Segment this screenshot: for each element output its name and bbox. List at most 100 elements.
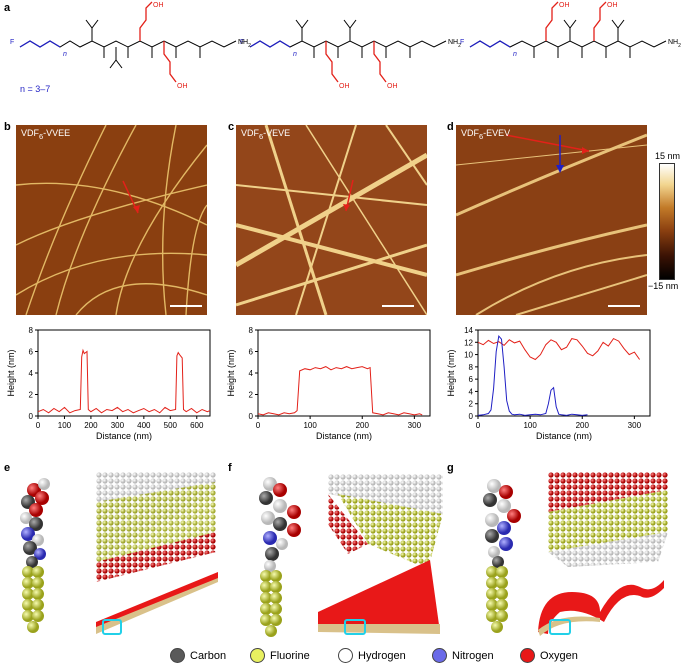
afm-fibers: [16, 125, 207, 315]
panel-label-b: b: [4, 121, 11, 133]
scale-bar: [382, 305, 414, 307]
height-profile-chart-evev: 0 100 200 300 0 2 4 6 8 10 12 14 Distance (nm) Height…: [446, 326, 651, 441]
x-tick-label: 500: [164, 421, 178, 430]
afm-label-evev: VDF6-EVEV: [461, 128, 511, 141]
plot-frame: [37, 329, 211, 417]
plot-frame: [257, 329, 431, 417]
legend-item-hydrogen: Hydrogen: [338, 648, 406, 663]
series-line-0: [477, 337, 641, 361]
height-profile-chart-vvee: 0 100 200 300 400 500 600 0 2 4 6 8 Distance (nm) Hei…: [6, 326, 211, 441]
y-tick-label: 0: [469, 412, 474, 421]
x-tick-label: 100: [303, 421, 317, 430]
afm-image-vvee: VDF6-VVEE: [16, 125, 207, 315]
n-subscript: n: [293, 51, 297, 58]
fluorine-label: F: [10, 39, 14, 46]
x-tick-label: 0: [256, 421, 261, 430]
y-tick-label: 2: [469, 400, 474, 409]
height-colorbar: [659, 163, 675, 280]
nitrogen-swatch-icon: [432, 648, 447, 663]
panel-label-c: c: [228, 121, 235, 133]
y-tick-label: 0: [249, 412, 254, 421]
n-subscript: n: [63, 51, 67, 58]
assembly-zoom-g: [548, 472, 668, 567]
y-tick-label: 2: [249, 391, 254, 400]
oxygen-swatch-icon: [520, 648, 535, 663]
panel-label-a: a: [4, 2, 11, 14]
scale-bar: [170, 305, 202, 307]
series-line-0: [257, 366, 423, 416]
y-tick-label: 14: [464, 326, 473, 335]
y-tick-label: 6: [29, 348, 34, 357]
fluorine-swatch-icon: [250, 648, 265, 663]
plot-frame: [477, 329, 651, 417]
afm-label-veve: VDF6-VEVE: [241, 128, 291, 141]
x-axis-label: Distance (nm): [96, 431, 152, 441]
x-tick-label: 0: [476, 421, 481, 430]
legend-item-fluorine: Fluorine: [250, 648, 310, 663]
y-tick-label: 4: [249, 369, 254, 378]
y-tick-label: 12: [464, 338, 473, 347]
ribbon-model-g: [538, 580, 664, 636]
x-axis-label: Distance (nm): [316, 431, 372, 441]
molecule-model-g: [483, 479, 521, 633]
x-tick-label: 300: [111, 421, 125, 430]
afm-fibers: [236, 125, 427, 315]
n-range-label: n = 3–7: [20, 84, 50, 94]
molecular-models: [20, 472, 668, 637]
x-tick-label: 0: [36, 421, 41, 430]
panel-label-e: e: [4, 462, 11, 474]
carbon-swatch-icon: [170, 648, 185, 663]
y-tick-label: 6: [249, 348, 254, 357]
x-tick-label: 200: [84, 421, 98, 430]
x-tick-label: 400: [137, 421, 151, 430]
nh2-label: NH2: [448, 39, 461, 49]
y-tick-label: 4: [469, 387, 474, 396]
y-tick-label: 6: [469, 375, 474, 384]
x-tick-label: 600: [190, 421, 204, 430]
panel-label-d: d: [447, 121, 454, 133]
n-subscript: n: [513, 51, 517, 58]
x-tick-label: 300: [408, 421, 422, 430]
ribbon-model-f: [318, 560, 440, 635]
ribbon-model-e: [96, 572, 218, 635]
x-tick-label: 300: [628, 421, 642, 430]
y-tick-label: 2: [29, 391, 34, 400]
colorbar-min-label: −15 nm: [648, 281, 679, 291]
oh-label: OH: [607, 2, 618, 9]
x-axis-label: Distance (nm): [536, 431, 592, 441]
series-line-0: [37, 348, 211, 414]
scale-bar: [608, 305, 640, 307]
y-axis-label: Height (nm): [226, 349, 236, 396]
oh-label: OH: [177, 83, 188, 90]
y-tick-label: 8: [29, 326, 34, 335]
fluorine-label: F: [460, 39, 464, 46]
panel-label-f: f: [228, 462, 232, 474]
x-tick-label: 100: [523, 421, 537, 430]
chemical-structures: F F F n n n n = 3–7 OH OH OH OH OH OH NH…: [10, 1, 681, 94]
x-tick-label: 200: [356, 421, 370, 430]
y-tick-label: 8: [249, 326, 254, 335]
molecule-model-e: [20, 478, 50, 633]
oh-label: OH: [559, 2, 570, 9]
oh-label: OH: [153, 2, 164, 9]
legend-item-carbon: Carbon: [170, 648, 226, 663]
molecule-model-f: [259, 477, 301, 637]
x-tick-label: 100: [58, 421, 72, 430]
hydrogen-swatch-icon: [338, 648, 353, 663]
legend-item-oxygen: Oxygen: [520, 648, 578, 663]
afm-fibers: [456, 133, 647, 315]
series-line-1: [477, 334, 588, 416]
assembly-zoom-e: [96, 472, 216, 582]
x-tick-label: 200: [576, 421, 590, 430]
panel-label-g: g: [447, 462, 454, 474]
y-tick-label: 10: [464, 351, 473, 360]
legend-item-nitrogen: Nitrogen: [432, 648, 494, 663]
colorbar-max-label: 15 nm: [655, 151, 681, 161]
y-axis-label: Height (nm): [446, 349, 456, 396]
y-tick-label: 4: [29, 369, 34, 378]
height-profile-chart-veve: 0 100 200 300 0 2 4 6 8 Distance (nm) Height (nm): [226, 326, 431, 441]
y-tick-label: 8: [469, 363, 474, 372]
afm-image-evev: VDF6-EVEV: [456, 125, 647, 315]
oh-label: OH: [387, 83, 398, 90]
oh-label: OH: [339, 83, 350, 90]
